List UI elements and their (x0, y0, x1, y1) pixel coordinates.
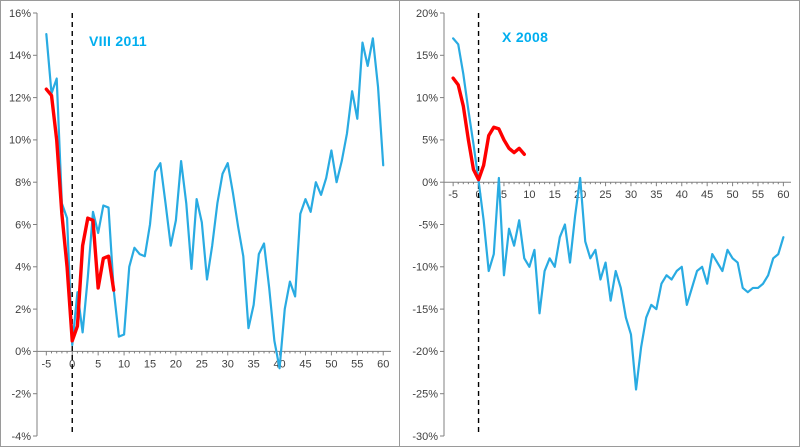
y-axis-tick-label: 2% (15, 304, 31, 316)
y-axis-tick-label: 15% (416, 50, 438, 62)
x-axis-tick-label: 50 (726, 189, 738, 201)
y-axis-tick-label: 0% (15, 346, 31, 358)
y-axis-tick-label: -4% (11, 431, 31, 443)
x-axis-tick-label: 45 (299, 358, 311, 370)
x-axis-tick-label: 45 (701, 189, 713, 201)
x-axis-tick-label: 25 (599, 189, 611, 201)
series-current-episode-red (44, 87, 116, 343)
x-axis-tick-label: 50 (325, 358, 337, 370)
x-axis-tick-label: 25 (196, 358, 208, 370)
x-axis-tick-label: 35 (248, 358, 260, 370)
y-axis-tick-label: 14% (9, 50, 31, 62)
y-axis-tick-label: 6% (15, 219, 31, 231)
x-axis-tick-label: 10 (118, 358, 130, 370)
y-axis-tick-label: 5% (422, 135, 438, 147)
chart-panel-viii-2011: VIII 2011 -4% -2% 0% 2% 4% 6% 8% 10% 12% 14% 16% -5… (1, 1, 400, 446)
x-axis-tick-label: 5 (501, 189, 507, 201)
x-axis-tick-label: 30 (222, 358, 234, 370)
y-axis-tick-label: 12% (9, 92, 31, 104)
series-recovery-path-blue (452, 37, 785, 391)
y-axis-tick-label: 10% (416, 92, 438, 104)
y-axis-tick-label: 4% (15, 262, 31, 274)
y-axis-tick-label: 8% (15, 177, 31, 189)
y-axis-tick-label: -25% (412, 389, 438, 401)
y-axis-tick-label: -20% (412, 346, 438, 358)
x-axis-tick-label: 60 (377, 358, 389, 370)
x-axis-tick-label: 15 (144, 358, 156, 370)
x-axis-tick-label: 60 (777, 189, 789, 201)
y-axis-tick-label: -10% (412, 262, 438, 274)
chart-canvas-right: -30%-25%-20%-15%-10%-5%0%5%10%15%20%-505… (412, 8, 791, 443)
y-axis-tick-label: 16% (9, 8, 31, 20)
x-axis-tick-label: 10 (523, 189, 535, 201)
y-axis-tick-label: -30% (412, 431, 438, 443)
x-axis-tick-label: 30 (625, 189, 637, 201)
y-axis-tick-label: -5% (418, 219, 438, 231)
series-recovery-path-blue (45, 33, 385, 370)
chart-panel-x-2008: X 2008 -30% -25% -20% -15% -10% -5% 0% 5% 10% 15%… (400, 1, 799, 446)
y-axis-tick-label: -2% (11, 389, 31, 401)
y-axis-tick-label: 0% (422, 177, 438, 189)
x-axis-tick-label: 55 (752, 189, 764, 201)
y-axis-tick-label: 10% (9, 135, 31, 147)
x-axis-tick-label: 40 (676, 189, 688, 201)
x-axis-tick-label: 35 (650, 189, 662, 201)
y-axis-tick-label: 20% (416, 8, 438, 20)
series-current-episode-red (451, 76, 526, 182)
x-axis-tick-label: 5 (95, 358, 101, 370)
chart-canvas-left: -4%-2%0%2%4%6%8%10%12%14%16%-50510152025… (9, 8, 391, 443)
x-axis-tick-label: 55 (351, 358, 363, 370)
x-axis-tick-label: -5 (41, 358, 51, 370)
x-axis-tick-label: 20 (170, 358, 182, 370)
x-axis-tick-label: -5 (448, 189, 458, 201)
y-axis-tick-label: -15% (412, 304, 438, 316)
x-axis-tick-label: 15 (549, 189, 561, 201)
